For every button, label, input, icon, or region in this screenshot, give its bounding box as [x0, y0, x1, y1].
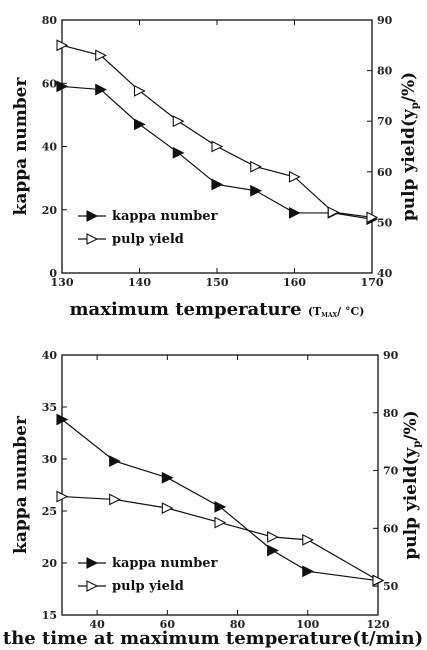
data-point-yield: [214, 516, 227, 529]
y-right-tick-label: 40: [377, 267, 393, 280]
x-tick-label: 130: [51, 276, 74, 289]
data-point-yield: [161, 502, 174, 515]
data-point-yield: [302, 533, 315, 546]
y-right-tick-label: 50: [383, 580, 399, 593]
y-left-tick-label: 35: [42, 401, 57, 414]
data-point-yield: [109, 493, 121, 506]
legend-label: kappa number: [112, 209, 218, 224]
data-point-kappa: [161, 471, 174, 484]
chart-time-at-maximum-temperature: 40 60 80 100 120 15 20 25 30 35 40 50 60 70 80 90 kappa …: [3, 349, 423, 649]
data-point-kappa: [288, 207, 301, 219]
x-tick-label: 170: [361, 276, 384, 289]
data-point-kappa: [109, 455, 121, 467]
data-point-yield: [250, 160, 262, 173]
data-point-kappa: [56, 413, 69, 426]
data-point-yield: [56, 490, 69, 503]
data-point-kappa: [211, 178, 224, 191]
x-tick-label: 60: [160, 618, 176, 631]
data-point-yield: [327, 206, 340, 219]
data-point-kappa: [302, 565, 315, 578]
legend-label: pulp yield: [112, 579, 184, 594]
legend-label: pulp yield: [112, 232, 184, 247]
data-point-yield: [372, 574, 385, 587]
data-point-yield: [366, 211, 379, 224]
data-point-kappa: [267, 544, 279, 557]
data-point-kappa: [172, 146, 185, 159]
y-left-tick-label: 20: [42, 557, 58, 570]
y-axis-right-label: pulp yield(yp/%): [399, 72, 421, 221]
y-left-tick-label: 25: [42, 505, 57, 518]
y-left-tick-label: 30: [42, 453, 58, 466]
y-left-tick-label: 60: [42, 77, 58, 90]
data-point-kappa: [133, 118, 146, 131]
data-point-yield: [95, 49, 107, 62]
x-axis-label: the time at maximum temperature(t/min): [3, 628, 423, 649]
legend-marker: [86, 557, 99, 569]
x-axis-label: maximum temperature (TMAX/ °C): [70, 299, 365, 320]
data-point-yield: [172, 115, 185, 128]
y-right-tick-label: 90: [377, 14, 393, 27]
series-line-yield: [61, 44, 373, 218]
y-right-tick-label: 80: [377, 65, 393, 78]
legend-marker: [86, 210, 99, 222]
data-point-yield: [267, 531, 279, 543]
data-point-kappa: [214, 500, 227, 513]
y-right-tick-label: 90: [383, 349, 399, 362]
y-left-tick-label: 20: [42, 204, 58, 217]
x-tick-label: 100: [296, 618, 319, 631]
x-tick-label: 140: [128, 276, 151, 289]
data-point-kappa: [56, 80, 69, 93]
data-point-yield: [133, 84, 146, 97]
y-right-tick-label: 80: [383, 407, 399, 420]
y-left-tick-label: 0: [49, 267, 57, 280]
x-tick-label: 150: [206, 276, 229, 289]
y-right-tick-label: 60: [383, 522, 399, 535]
y-axis-left-label: kappa number: [11, 415, 31, 554]
data-point-yield: [56, 39, 69, 52]
legend-marker: [86, 580, 99, 592]
y-left-tick-label: 80: [42, 14, 58, 27]
x-tick-label: 40: [89, 618, 105, 631]
y-right-tick-label: 50: [377, 216, 393, 229]
data-point-kappa: [250, 184, 262, 197]
x-tick-label: 160: [283, 276, 306, 289]
data-point-yield: [288, 170, 301, 183]
y-right-tick-label: 70: [377, 115, 393, 128]
y-left-tick-label: 15: [42, 609, 57, 622]
y-right-tick-label: 60: [377, 166, 393, 179]
chart-maximum-temperature: 130 140 150 160 170 0 20 40 60 80 40 50 60 70 80 90 kapp…: [11, 14, 421, 320]
y-axis-right-label: pulp yield(yp/%): [401, 410, 423, 559]
y-right-tick-label: 70: [383, 465, 399, 478]
x-tick-label: 120: [367, 618, 390, 631]
series-line-kappa: [61, 85, 373, 220]
y-axis-left-label: kappa number: [11, 77, 31, 216]
data-point-yield: [211, 140, 224, 153]
y-left-tick-label: 40: [42, 349, 58, 362]
plot-frame: [61, 354, 379, 616]
legend-label: kappa number: [112, 556, 218, 571]
data-point-kappa: [95, 83, 107, 96]
legend-marker: [86, 233, 99, 245]
x-tick-label: 80: [230, 618, 246, 631]
y-left-tick-label: 40: [42, 141, 58, 154]
